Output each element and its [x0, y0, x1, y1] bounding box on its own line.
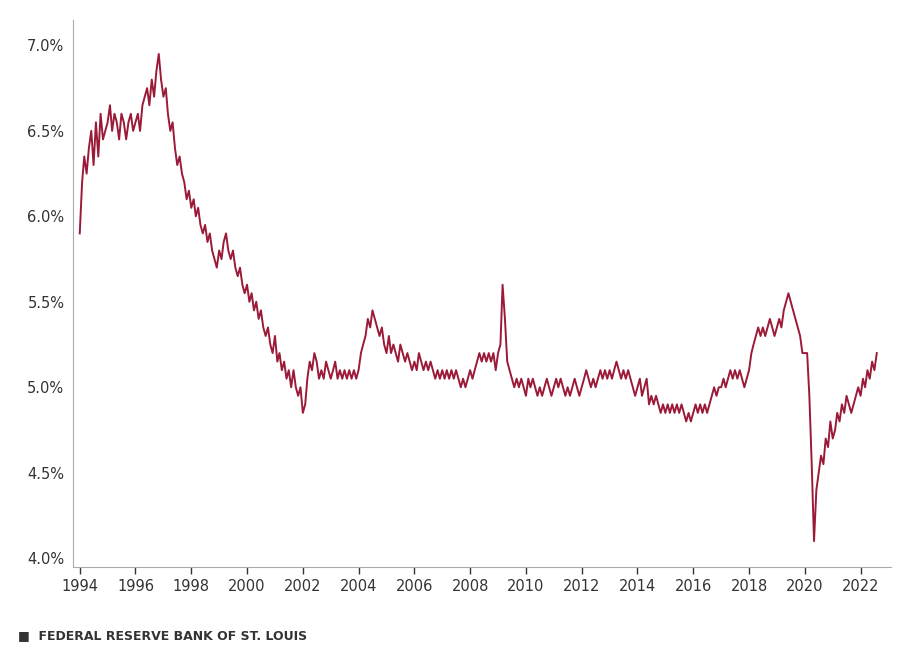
Text: ■  FEDERAL RESERVE BANK OF ST. LOUIS: ■ FEDERAL RESERVE BANK OF ST. LOUIS	[18, 629, 307, 643]
